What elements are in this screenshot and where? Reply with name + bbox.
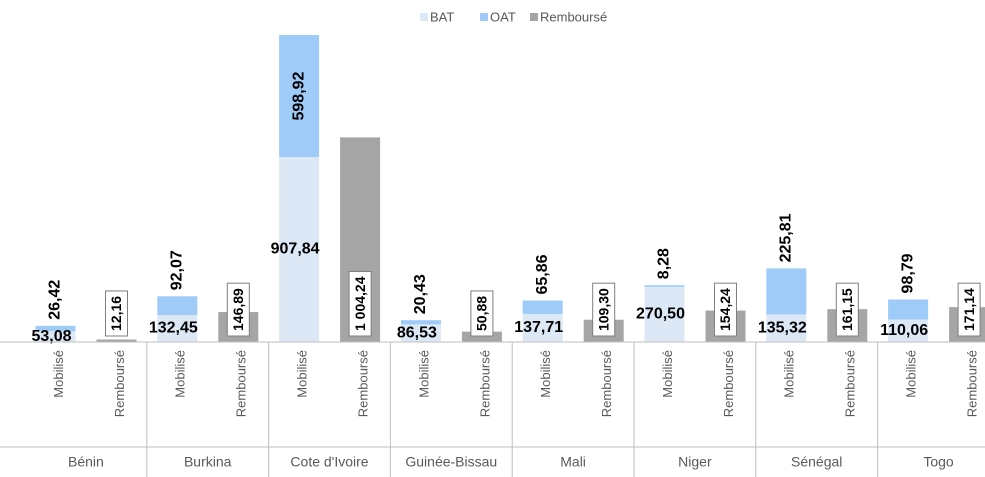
data-label: 65,86 [534,254,551,294]
bar-segment [400,324,441,342]
label-box [957,282,981,337]
group-label: Togo [923,454,954,470]
bar-segment [279,35,320,158]
data-label: 132,45 [149,320,198,337]
x-tick-label: Mobilisé [660,350,675,398]
data-label: 110,06 [880,322,928,339]
label-box [835,282,859,337]
bar-segment [461,331,502,342]
label-box [714,282,737,337]
label-box [226,282,250,337]
label-box [470,290,494,337]
bar-segment [522,300,563,314]
bar-segment [157,315,198,342]
group-label: Cote d'Ivoire [290,454,368,470]
data-label: 598,92 [290,71,307,120]
data-label: 1 004,24 [352,276,368,331]
data-label: 225,81 [778,213,795,262]
x-tick-label: Mobilisé [416,350,431,398]
x-tick-label: Mobilisé [173,350,188,398]
x-tick-label: Remboursé [843,350,858,417]
x-tick-label: Mobilisé [904,350,919,398]
x-tick-label: Mobilisé [295,350,310,398]
bar-segment [888,299,929,320]
bar-segment [279,157,320,342]
x-tick-label: Remboursé [477,350,492,417]
legend-label: OAT [490,9,516,24]
data-label: 137,71 [514,319,563,336]
legend-label: BAT [430,9,454,24]
data-label: 109,30 [595,288,611,331]
data-label: 171,14 [961,288,977,331]
bar-segment [888,319,929,342]
x-tick-label: Mobilisé [538,350,553,398]
data-label: 161,15 [839,288,855,331]
x-tick-label: Remboursé [356,350,371,417]
x-tick-label: Remboursé [599,350,614,417]
group-label: Guinée-Bissau [405,454,497,470]
bar-segment [522,313,563,342]
bars [35,35,985,342]
data-label: 92,07 [169,250,186,290]
group-label: Niger [678,454,712,470]
group-label: Mali [560,454,586,470]
data-label: 12,16 [108,296,124,331]
bar-segment [766,314,807,342]
legend-swatch [530,13,538,21]
data-label: 154,24 [717,288,733,331]
bar-segment [96,339,137,342]
data-label: 907,84 [271,241,320,258]
x-tick-label: Remboursé [112,350,127,417]
data-label: 8,28 [656,248,673,279]
data-label: 146,89 [230,288,246,331]
group-label: Bénin [68,454,104,470]
x-tick-label: Remboursé [234,350,249,417]
group-label: Sénégal [791,454,842,470]
data-label: 53,08 [31,328,71,345]
bar-segment [766,268,807,315]
legend-swatch [420,13,428,21]
bar-segment [644,285,685,287]
bar-segment [644,286,685,342]
data-label: 20,43 [412,274,429,314]
bar-segment [157,296,198,316]
x-tick-label: Remboursé [721,350,736,417]
data-label: 270,50 [636,306,685,323]
label-box [105,290,128,337]
data-label: 86,53 [397,324,437,341]
label-box [348,271,372,337]
data-label: 135,32 [758,319,807,336]
group-label: Burkina [184,454,232,470]
bar-segment [35,331,76,342]
data-label: 50,88 [474,296,490,331]
label-box [592,282,616,337]
legend-swatch [480,13,488,21]
data-label: 26,42 [47,280,64,320]
data-label: 98,79 [899,253,916,293]
x-tick-label: Mobilisé [51,350,66,398]
bar-segment [400,320,441,325]
x-tick-label: Mobilisé [782,350,797,398]
x-tick-label: Remboursé [965,350,980,417]
legend-label: Remboursé [540,9,607,24]
bar-segment [35,325,76,332]
